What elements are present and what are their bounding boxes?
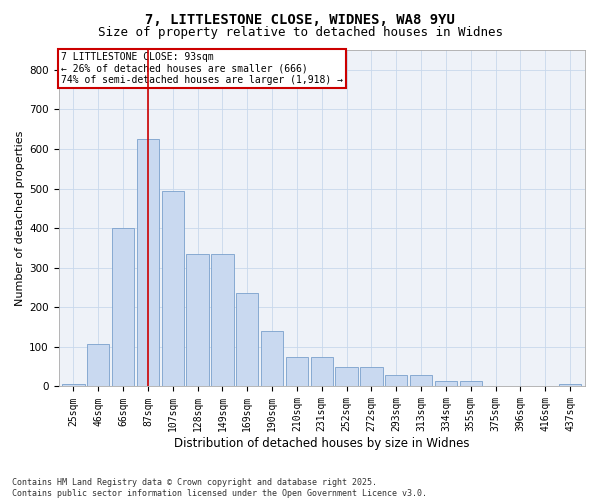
Bar bbox=[335, 366, 358, 386]
Bar bbox=[137, 139, 159, 386]
Text: 7, LITTLESTONE CLOSE, WIDNES, WA8 9YU: 7, LITTLESTONE CLOSE, WIDNES, WA8 9YU bbox=[145, 12, 455, 26]
X-axis label: Distribution of detached houses by size in Widnes: Distribution of detached houses by size … bbox=[174, 437, 470, 450]
Bar bbox=[460, 380, 482, 386]
Text: 7 LITTLESTONE CLOSE: 93sqm
← 26% of detached houses are smaller (666)
74% of sem: 7 LITTLESTONE CLOSE: 93sqm ← 26% of deta… bbox=[61, 52, 343, 85]
Bar bbox=[161, 190, 184, 386]
Bar bbox=[559, 384, 581, 386]
Bar bbox=[211, 254, 233, 386]
Bar bbox=[385, 376, 407, 386]
Bar bbox=[286, 357, 308, 386]
Bar bbox=[236, 294, 259, 386]
Bar bbox=[410, 376, 432, 386]
Bar bbox=[435, 380, 457, 386]
Bar bbox=[261, 331, 283, 386]
Y-axis label: Number of detached properties: Number of detached properties bbox=[15, 130, 25, 306]
Bar bbox=[62, 384, 85, 386]
Bar bbox=[112, 228, 134, 386]
Bar bbox=[360, 366, 383, 386]
Bar bbox=[311, 357, 333, 386]
Bar bbox=[87, 344, 109, 386]
Text: Contains HM Land Registry data © Crown copyright and database right 2025.
Contai: Contains HM Land Registry data © Crown c… bbox=[12, 478, 427, 498]
Bar bbox=[187, 254, 209, 386]
Text: Size of property relative to detached houses in Widnes: Size of property relative to detached ho… bbox=[97, 26, 503, 39]
